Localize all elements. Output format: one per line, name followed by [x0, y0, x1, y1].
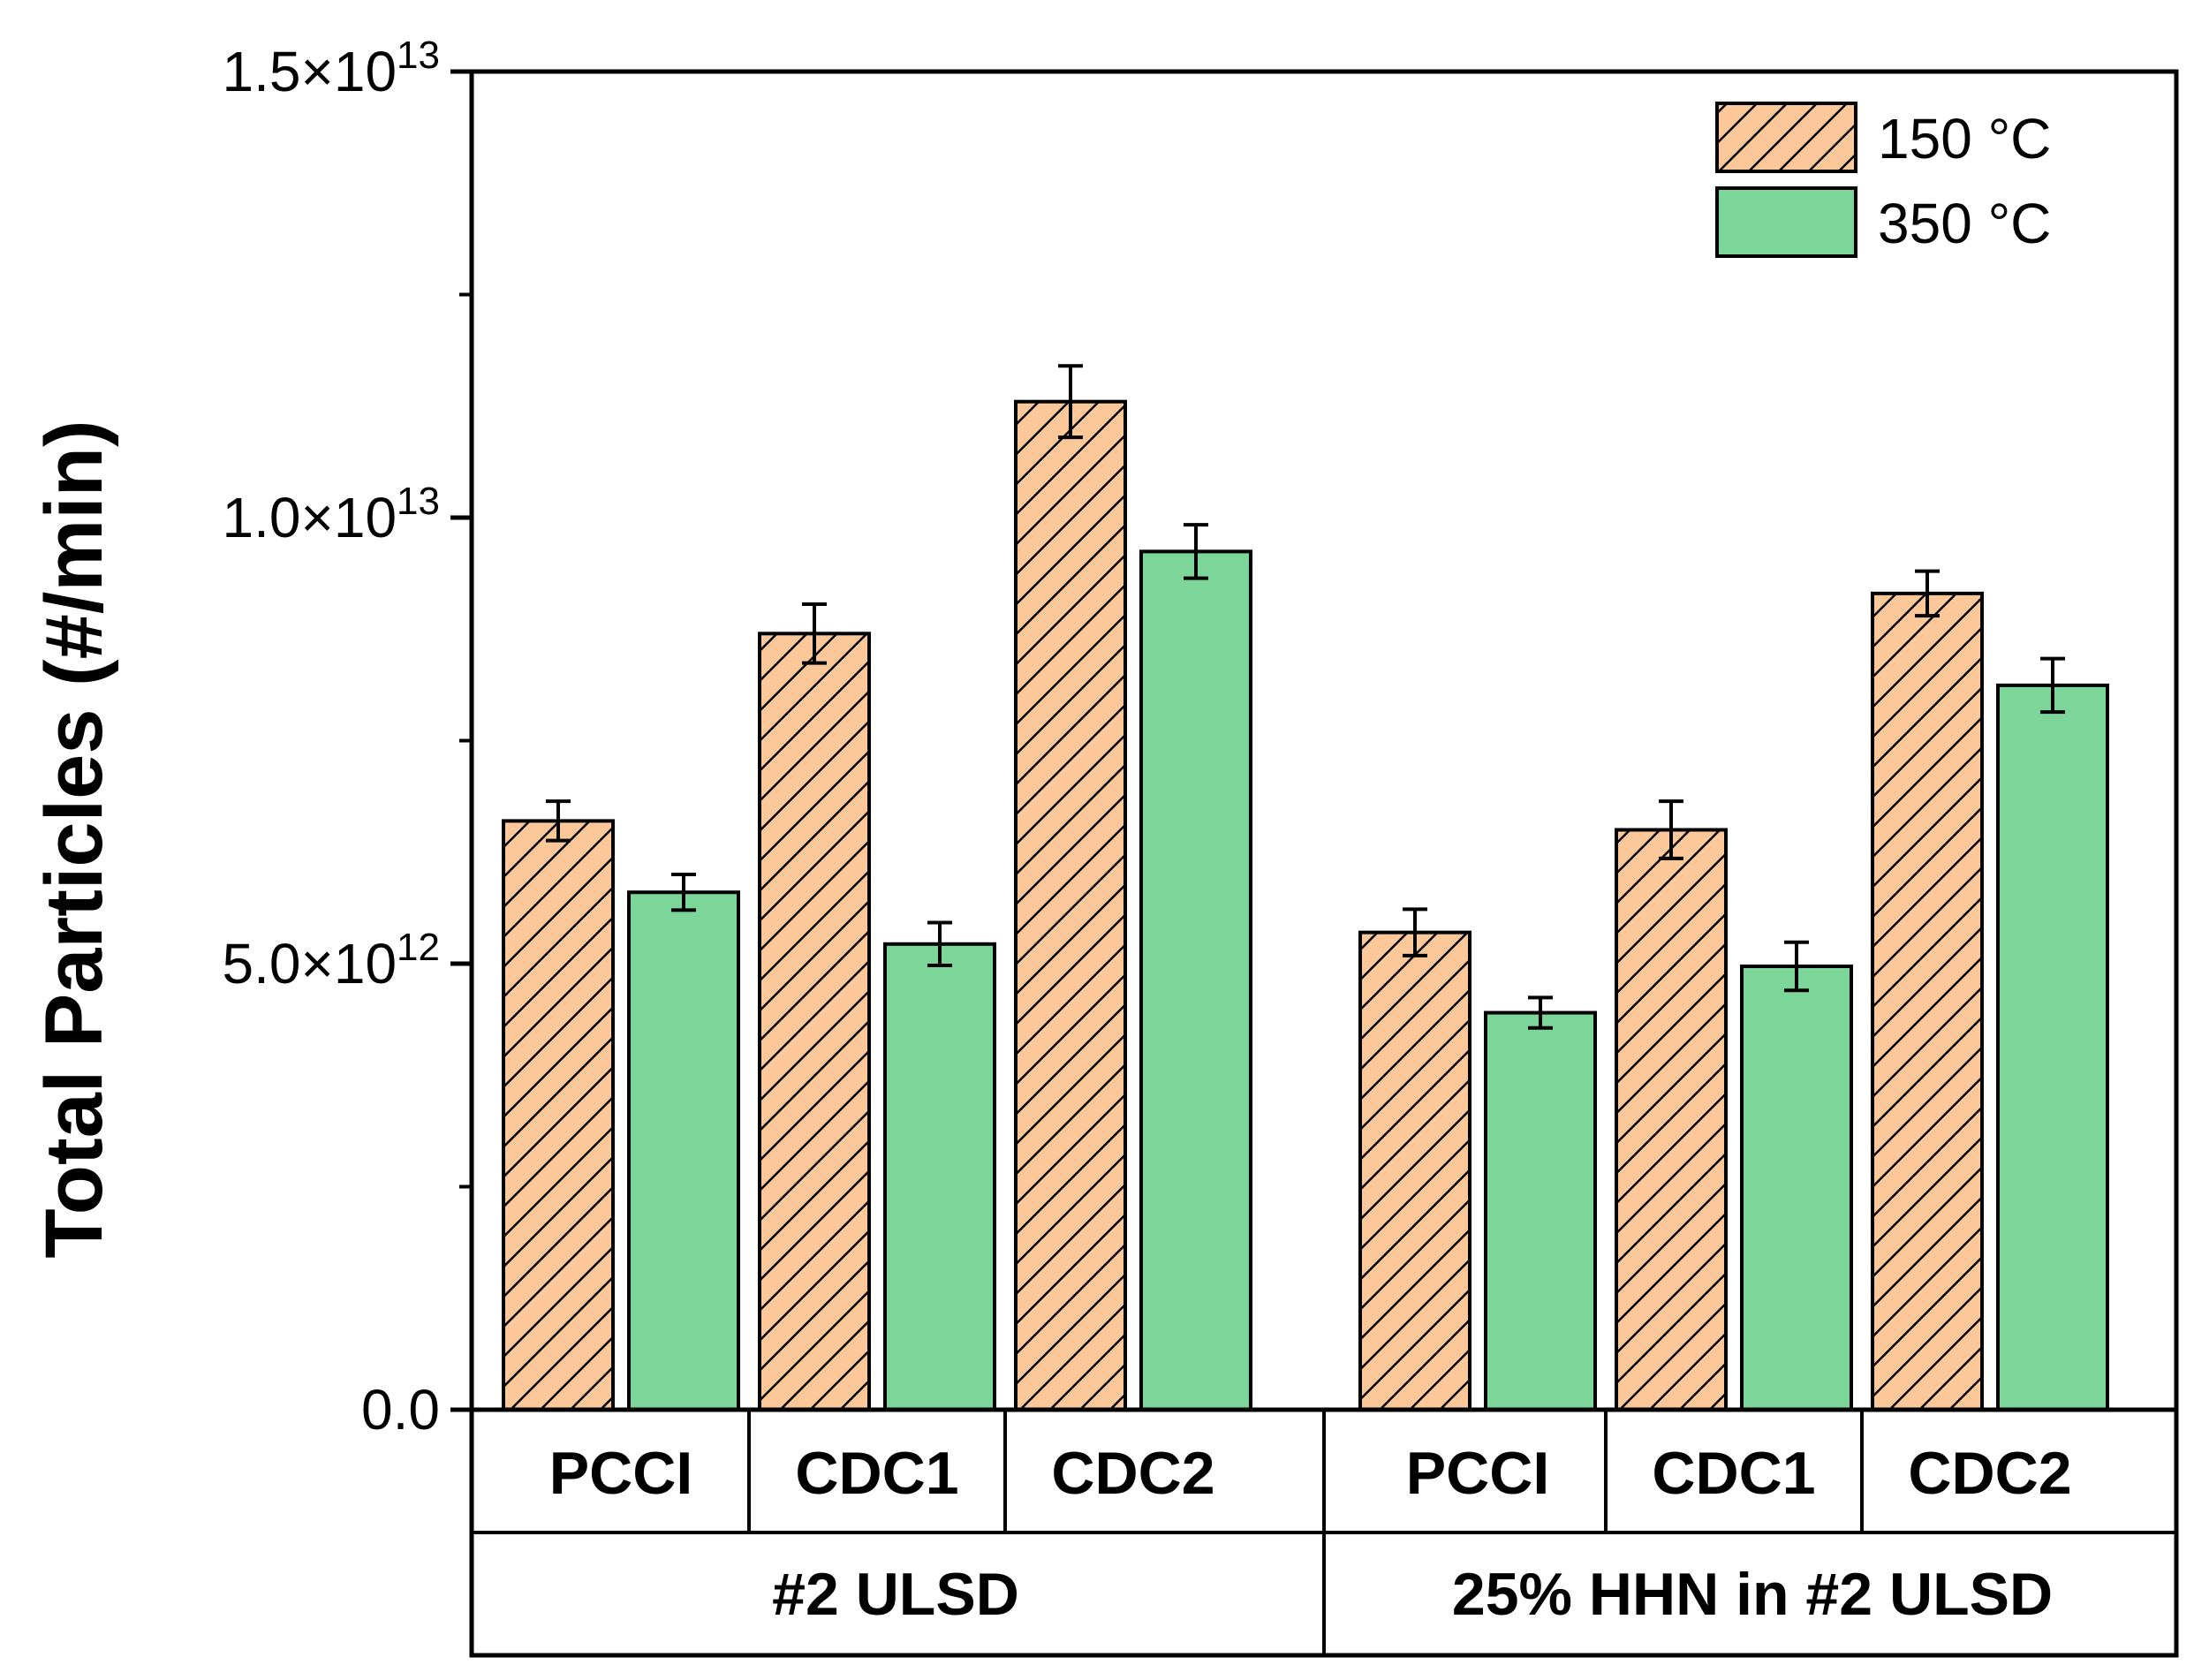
y-tick-label: 5.0×1012 [223, 926, 440, 995]
category-label: CDC1 [795, 1440, 958, 1507]
bars [502, 399, 2109, 1412]
bar-2-ulsd-pcci-350-c [627, 890, 740, 1411]
bar-25-hhn-in-2-ulsd-cdc1-150-c [1615, 828, 1728, 1411]
y-tick-label: 0.0 [361, 1378, 440, 1442]
legend-swatch-350c [1715, 186, 1857, 258]
category-axis: PCCI CDC1 CDC2 #2 ULSD PCCI CDC1 CDC2 25% HHN i… [469, 1407, 2179, 1658]
bar-2-ulsd-cdc1-150-c [758, 632, 871, 1411]
bar-25-hhn-in-2-ulsd-pcci-350-c [1484, 1010, 1597, 1412]
error-bars [546, 364, 2065, 1030]
y-tick-label: 1.0×1013 [223, 480, 440, 549]
category-label: CDC1 [1652, 1440, 1815, 1507]
legend-swatch-150c [1715, 102, 1857, 173]
y-tick-label: 1.5×1013 [223, 34, 440, 103]
legend: 150 °C 350 °C [1715, 102, 2051, 258]
legend-label-350c: 350 °C [1878, 192, 2051, 255]
bar-25-hhn-in-2-ulsd-cdc1-350-c [1740, 965, 1853, 1412]
y-ticks: 0.0 5.0×1012 1.0×1013 1.5×1013 [223, 34, 472, 1442]
bar-25-hhn-in-2-ulsd-cdc2-350-c [1996, 683, 2109, 1411]
bar-2-ulsd-cdc2-350-c [1139, 549, 1252, 1411]
category-label: CDC2 [1051, 1440, 1214, 1507]
group-label: 25% HHN in #2 ULSD [1452, 1561, 2053, 1628]
category-label: PCCI [549, 1440, 692, 1507]
bar-2-ulsd-pcci-150-c [502, 819, 615, 1411]
legend-label-150c: 150 °C [1878, 107, 2051, 170]
y-axis-label: Total Particles (#/min) [29, 420, 119, 1258]
bar-25-hhn-in-2-ulsd-pcci-150-c [1358, 930, 1471, 1411]
bar-2-ulsd-cdc2-150-c [1014, 399, 1127, 1412]
group-label: #2 ULSD [772, 1561, 1019, 1628]
category-label: PCCI [1406, 1440, 1549, 1507]
category-label: CDC2 [1908, 1440, 2071, 1507]
bar-2-ulsd-cdc1-350-c [883, 942, 996, 1411]
bar-25-hhn-in-2-ulsd-cdc2-150-c [1871, 591, 1984, 1411]
y-axis-title: Total Particles (#/min) [29, 420, 119, 1258]
